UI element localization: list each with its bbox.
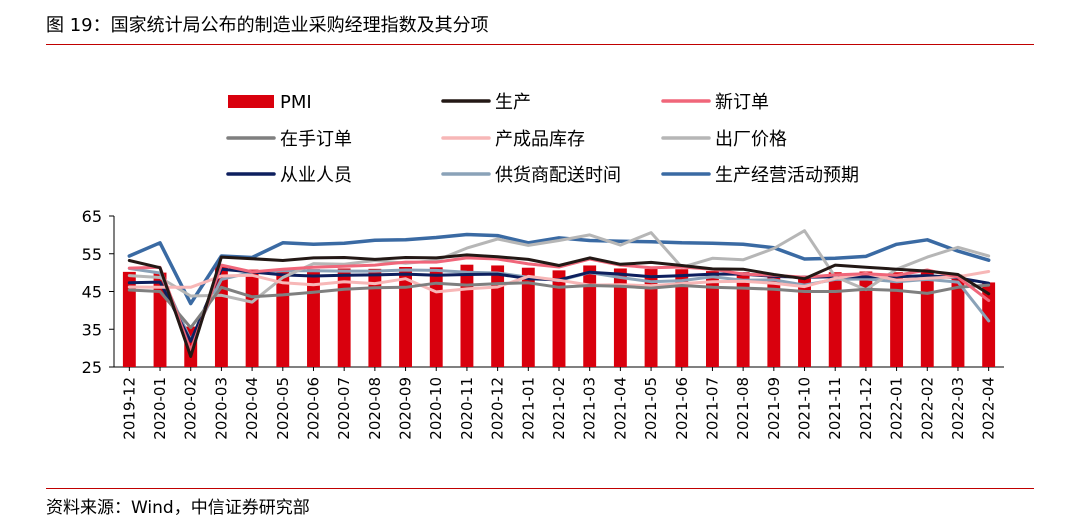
legend-item: 新订单 — [661, 92, 769, 113]
pmi-bar — [368, 268, 382, 367]
legend-item: 出厂价格 — [661, 129, 787, 150]
legend-item: 从业人员 — [226, 165, 352, 186]
x-tick-label: 2021-02 — [550, 377, 568, 440]
y-tick-label: 65 — [82, 207, 102, 226]
pmi-bar — [491, 265, 505, 367]
x-tick-label: 2020-01 — [151, 377, 169, 440]
x-tick-label: 2022-01 — [888, 377, 906, 440]
pmi-bar — [644, 268, 658, 367]
x-tick-label: 2020-12 — [489, 377, 507, 440]
pmi-bar — [245, 269, 259, 367]
pmi-bar — [613, 268, 627, 367]
figure-title: 图 19：国家统计局公布的制造业采购经理指数及其分项 — [46, 15, 489, 36]
pmi-bar — [890, 272, 904, 367]
pmi-bar — [859, 271, 873, 367]
legend-swatch-bar — [228, 95, 274, 108]
line-生产经营活动预期 — [127, 232, 991, 306]
y-tick-label: 35 — [82, 320, 102, 339]
legend-label: 生产 — [495, 92, 531, 113]
pmi-bar — [399, 266, 412, 367]
legend-label: 产成品库存 — [495, 129, 585, 150]
x-tick-label: 2020-11 — [458, 377, 476, 440]
pmi-bar — [460, 264, 474, 367]
x-tick-label: 2020-03 — [212, 377, 230, 440]
pmi-bar — [276, 270, 290, 367]
y-tick-label: 25 — [82, 358, 102, 377]
x-tick-label: 2021-08 — [734, 377, 752, 440]
pmi-bar — [951, 274, 965, 367]
source-rule — [46, 488, 1034, 489]
pmi-bar — [920, 271, 934, 367]
line-产成品库存 — [127, 270, 991, 294]
pmi-bar — [583, 265, 597, 367]
legend-item: 生产 — [441, 92, 531, 113]
pmi-bar — [828, 272, 842, 367]
x-tick-label: 2021-04 — [611, 377, 629, 440]
x-tick-label: 2021-10 — [796, 377, 814, 440]
line-生产 — [127, 253, 991, 358]
x-tick-label: 2020-10 — [427, 377, 445, 440]
pmi-bar — [337, 268, 351, 367]
legend-label: 生产经营活动预期 — [715, 165, 859, 186]
x-tick-label: 2020-06 — [304, 377, 322, 440]
x-tick-label: 2021-03 — [581, 377, 599, 440]
pmi-bar — [552, 270, 566, 367]
x-tick-label: 2019-12 — [120, 377, 138, 440]
x-tick-label: 2020-09 — [397, 377, 415, 440]
x-tick-label: 2021-07 — [703, 377, 721, 440]
pmi-bar — [706, 271, 719, 367]
x-tick-label: 2020-05 — [274, 377, 292, 440]
legend-item: 生产经营活动预期 — [661, 165, 859, 186]
y-tick-label: 55 — [82, 245, 102, 264]
line-series — [127, 229, 991, 358]
legend-label: 出厂价格 — [715, 129, 787, 150]
x-tick-label: 2020-02 — [182, 377, 200, 440]
x-tick-label: 2021-12 — [857, 377, 875, 440]
chart-axes: 25 35 45 55 65 2019-12 2020-01 2020-02 2020-03 20… — [82, 207, 1004, 440]
x-tick-label: 2020-04 — [243, 377, 261, 440]
legend-label: 在手订单 — [280, 129, 352, 150]
line-出厂价格 — [127, 229, 991, 304]
pmi-bar — [675, 269, 689, 367]
bar-series — [122, 264, 996, 367]
legend-label: 从业人员 — [280, 165, 352, 186]
x-tick-label: 2021-09 — [765, 377, 783, 440]
x-tick-label: 2021-05 — [642, 377, 660, 440]
x-tick-label: 2021-01 — [519, 377, 537, 440]
x-tick-label: 2022-03 — [949, 377, 967, 440]
pmi-bar — [521, 267, 535, 367]
x-tick-label: 2022-02 — [918, 377, 936, 440]
x-tick-label: 2021-06 — [673, 377, 691, 440]
y-tick-label: 45 — [82, 283, 102, 302]
pmi-bar — [798, 275, 811, 367]
legend-item: 产成品库存 — [441, 129, 585, 150]
pmi-bar — [736, 272, 750, 367]
source-note: 资料来源：Wind，中信证券研究部 — [46, 498, 310, 518]
x-tick-label: 2020-07 — [335, 377, 353, 440]
title-rule — [46, 44, 1034, 45]
x-tick-label: 2021-11 — [826, 377, 844, 440]
legend-item: PMI — [228, 92, 312, 113]
legend-item: 供货商配送时间 — [441, 165, 621, 186]
legend-label: PMI — [280, 92, 312, 113]
x-tick-label: 2022-04 — [980, 377, 998, 440]
pmi-bar — [122, 271, 136, 367]
line-在手订单 — [127, 281, 991, 330]
legend-label: 供货商配送时间 — [495, 165, 621, 186]
legend-label: 新订单 — [715, 92, 769, 113]
pmi-bar — [982, 282, 996, 367]
legend-item: 在手订单 — [226, 129, 352, 150]
pmi-bar — [767, 274, 781, 367]
x-tick-label: 2020-08 — [366, 377, 384, 440]
